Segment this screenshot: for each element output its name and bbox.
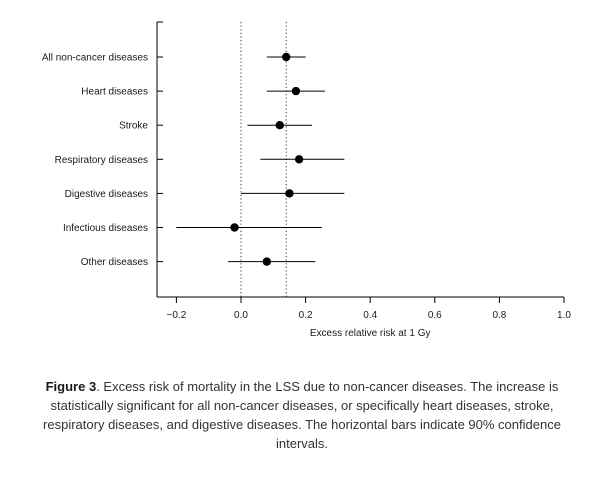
caption-text: . Excess risk of mortality in the LSS du… xyxy=(43,379,561,451)
estimate-point-4 xyxy=(285,189,294,198)
x-tick-label: 0.8 xyxy=(492,310,506,321)
category-label: Other diseases xyxy=(81,257,148,268)
forest-plot-chart: −0.2 0.0 0.2 0.4 0.6 0.8 1.0 Excess relative ri… xyxy=(42,21,571,339)
category-label: Infectious diseases xyxy=(63,223,148,234)
x-tick-label: 0.4 xyxy=(363,310,377,321)
estimate-point-5 xyxy=(230,223,239,232)
category-label: All non-cancer diseases xyxy=(42,53,148,64)
x-tick-label: 0.2 xyxy=(299,310,313,321)
x-tick-label: 0.6 xyxy=(428,310,442,321)
estimate-point-2 xyxy=(275,121,284,130)
category-label: Stroke xyxy=(119,121,148,132)
x-tick-label: 0.0 xyxy=(234,310,248,321)
estimate-point-3 xyxy=(294,155,304,164)
category-label: Respiratory diseases xyxy=(55,155,148,166)
figure-caption: Figure 3. Excess risk of mortality in th… xyxy=(30,377,574,453)
estimate-point-1 xyxy=(291,86,301,96)
x-axis-label: Excess relative risk at 1 Gy xyxy=(310,328,431,339)
category-label: Digestive diseases xyxy=(65,189,148,200)
category-label: Heart diseases xyxy=(81,87,148,98)
estimate-point-0 xyxy=(282,52,291,62)
x-tick-label: 1.0 xyxy=(557,310,571,321)
estimate-point-6 xyxy=(262,257,272,266)
caption-label: Figure 3 xyxy=(45,379,97,394)
x-tick-label: −0.2 xyxy=(167,310,187,321)
